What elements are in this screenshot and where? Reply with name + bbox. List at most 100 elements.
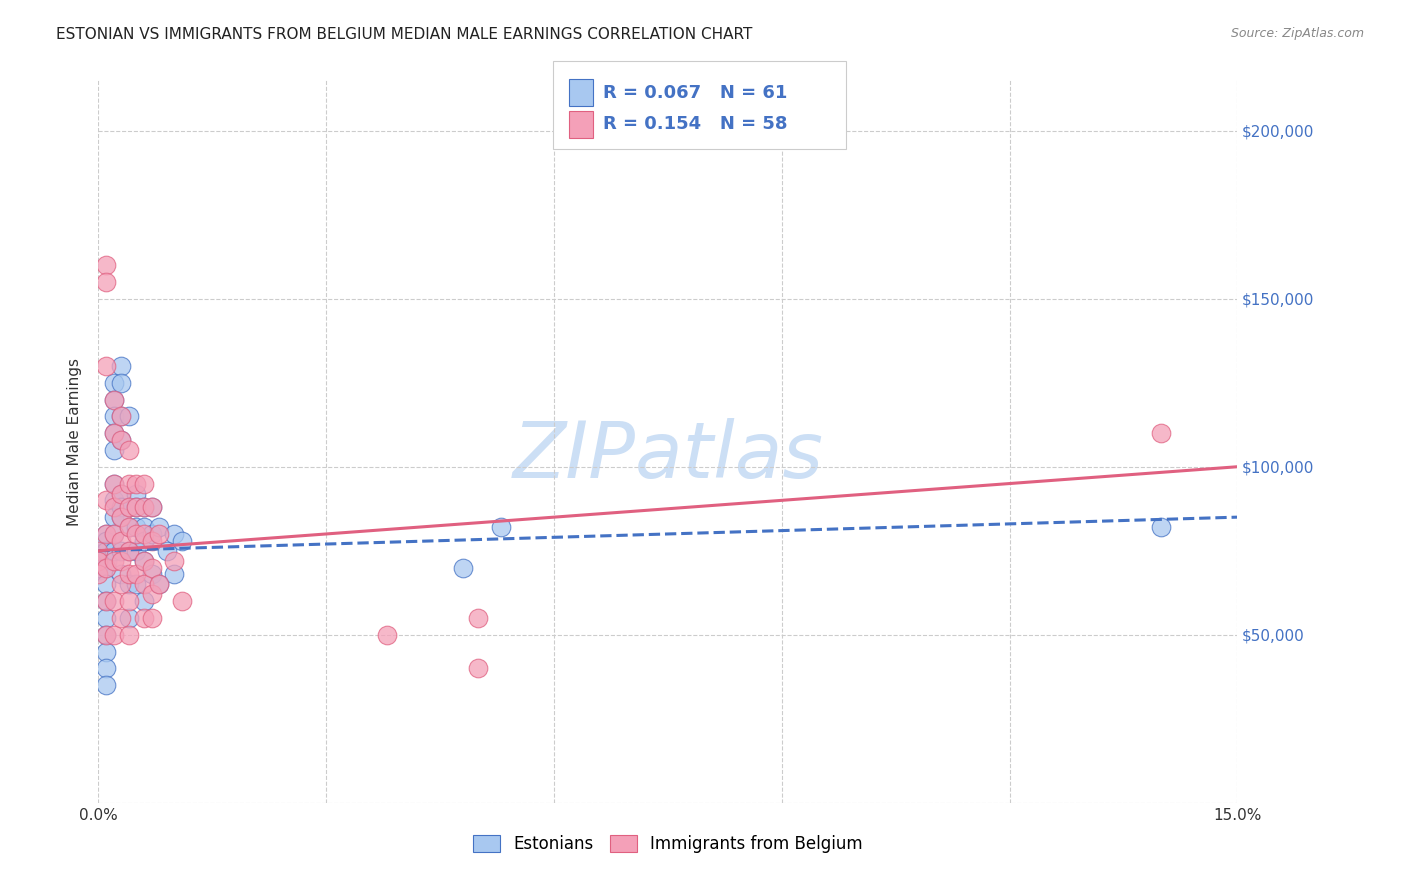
Point bbox=[118, 543, 141, 558]
Point bbox=[148, 527, 170, 541]
Point bbox=[118, 442, 141, 457]
Point bbox=[103, 442, 125, 457]
Point bbox=[132, 554, 155, 568]
Point bbox=[118, 409, 141, 424]
Point bbox=[94, 493, 117, 508]
Point bbox=[125, 567, 148, 582]
Point bbox=[148, 577, 170, 591]
Point bbox=[148, 520, 170, 534]
Point bbox=[132, 476, 155, 491]
Point bbox=[125, 527, 148, 541]
Point bbox=[103, 510, 125, 524]
Point bbox=[118, 543, 141, 558]
Point bbox=[87, 554, 110, 568]
Point bbox=[94, 678, 117, 692]
Point bbox=[103, 527, 125, 541]
Point bbox=[118, 500, 141, 514]
Point bbox=[103, 476, 125, 491]
Point bbox=[87, 560, 110, 574]
Point bbox=[132, 594, 155, 608]
Point bbox=[94, 527, 117, 541]
Point bbox=[125, 476, 148, 491]
Point bbox=[489, 520, 512, 534]
Legend: Estonians, Immigrants from Belgium: Estonians, Immigrants from Belgium bbox=[467, 828, 869, 860]
Text: R = 0.067   N = 61: R = 0.067 N = 61 bbox=[603, 84, 787, 102]
Point bbox=[94, 661, 117, 675]
Point bbox=[110, 486, 132, 500]
Point bbox=[103, 543, 125, 558]
Text: ZIPatlas: ZIPatlas bbox=[512, 418, 824, 494]
Point bbox=[125, 500, 148, 514]
Point bbox=[467, 611, 489, 625]
Point bbox=[110, 433, 132, 447]
Point bbox=[132, 611, 155, 625]
Point bbox=[141, 611, 163, 625]
Point bbox=[110, 359, 132, 373]
Point bbox=[103, 426, 125, 441]
Point bbox=[94, 611, 117, 625]
Y-axis label: Median Male Earnings: Median Male Earnings bbox=[67, 358, 83, 525]
Point bbox=[118, 628, 141, 642]
Point bbox=[94, 644, 117, 658]
Point bbox=[132, 554, 155, 568]
Point bbox=[103, 500, 125, 514]
Point bbox=[132, 500, 155, 514]
Point bbox=[156, 543, 179, 558]
Point bbox=[103, 594, 125, 608]
Point bbox=[125, 500, 148, 514]
Point bbox=[125, 577, 148, 591]
Point bbox=[132, 577, 155, 591]
Point bbox=[94, 543, 117, 558]
Point bbox=[103, 476, 125, 491]
Point bbox=[103, 493, 125, 508]
Point bbox=[103, 554, 125, 568]
Point bbox=[118, 611, 141, 625]
Point bbox=[132, 527, 155, 541]
Point bbox=[94, 594, 117, 608]
Point bbox=[467, 661, 489, 675]
Point bbox=[141, 500, 163, 514]
Point bbox=[141, 560, 163, 574]
Point bbox=[110, 577, 132, 591]
Point bbox=[125, 486, 148, 500]
Point bbox=[141, 533, 163, 548]
Point bbox=[87, 543, 110, 558]
Point bbox=[103, 392, 125, 407]
Point bbox=[94, 628, 117, 642]
Point bbox=[94, 275, 117, 289]
Point bbox=[125, 543, 148, 558]
Point bbox=[87, 554, 110, 568]
Point bbox=[103, 392, 125, 407]
Point bbox=[94, 628, 117, 642]
Point bbox=[94, 560, 117, 574]
Point bbox=[148, 577, 170, 591]
Point bbox=[110, 533, 132, 548]
Point bbox=[94, 359, 117, 373]
Point bbox=[110, 409, 132, 424]
Point bbox=[141, 500, 163, 514]
Point bbox=[118, 476, 141, 491]
Point bbox=[94, 560, 117, 574]
Point bbox=[103, 409, 125, 424]
Point bbox=[87, 567, 110, 582]
Point bbox=[110, 510, 132, 524]
Point bbox=[94, 594, 117, 608]
Text: R = 0.154   N = 58: R = 0.154 N = 58 bbox=[603, 115, 787, 133]
Point bbox=[110, 409, 132, 424]
Point bbox=[110, 554, 132, 568]
Point bbox=[94, 533, 117, 548]
Point bbox=[141, 527, 163, 541]
Point bbox=[94, 577, 117, 591]
Point bbox=[141, 587, 163, 601]
Point bbox=[110, 376, 132, 390]
Point bbox=[110, 486, 132, 500]
Point bbox=[118, 567, 141, 582]
Point bbox=[163, 554, 186, 568]
Point bbox=[110, 567, 132, 582]
Point bbox=[103, 527, 125, 541]
Point bbox=[103, 628, 125, 642]
Point bbox=[132, 520, 155, 534]
Point bbox=[375, 628, 398, 642]
Point bbox=[110, 433, 132, 447]
Point bbox=[118, 520, 141, 534]
